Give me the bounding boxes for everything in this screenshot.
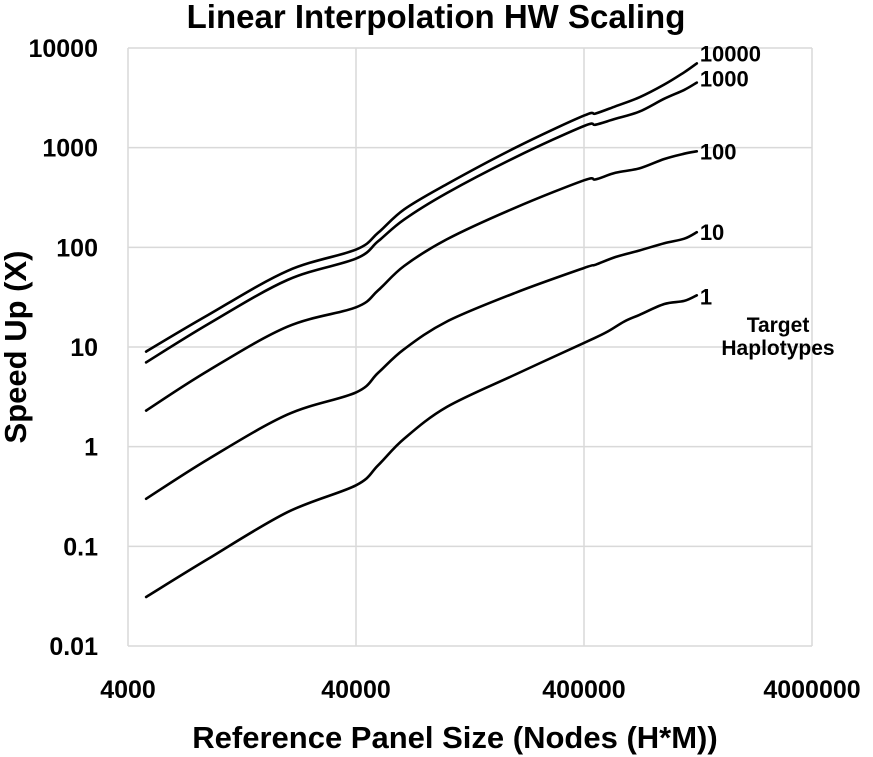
- series-label-1000: 1000: [700, 67, 749, 92]
- chart-title: Linear Interpolation HW Scaling: [187, 0, 686, 35]
- legend-title-line: Target: [747, 314, 810, 337]
- x-tick-label: 400000: [542, 676, 625, 704]
- gridlines: [127, 47, 813, 647]
- y-tick-label: 100: [56, 234, 98, 262]
- series-line-1: [144, 294, 699, 599]
- y-tick-label: 0.1: [63, 533, 98, 561]
- y-tick-label: 10: [70, 334, 98, 362]
- series-line-1000: [144, 81, 699, 364]
- series-lines: [144, 62, 699, 599]
- series-line-10000: [144, 62, 699, 353]
- series-label-10: 10: [700, 220, 724, 245]
- x-tick-label: 4000000: [763, 676, 860, 704]
- y-tick-label: 1: [84, 434, 98, 462]
- series-label-10000: 10000: [700, 41, 761, 66]
- y-tick-label: 10000: [28, 35, 98, 63]
- y-axis-label: Speed Up (X): [0, 251, 33, 444]
- x-tick-label: 4000: [100, 676, 156, 704]
- series-line-100: [144, 150, 699, 412]
- y-tick-label: 1000: [42, 135, 98, 163]
- x-axis-label: Reference Panel Size (Nodes (H*M)): [192, 720, 717, 755]
- y-tick-label: 0.01: [49, 633, 98, 661]
- legend-title-line: Haplotypes: [721, 337, 834, 360]
- series-label-100: 100: [700, 139, 737, 164]
- series-line-10: [144, 230, 699, 501]
- legend-title: Target Haplotypes: [721, 314, 834, 360]
- series-label-1: 1: [700, 284, 712, 309]
- x-tick-label: 40000: [321, 676, 391, 704]
